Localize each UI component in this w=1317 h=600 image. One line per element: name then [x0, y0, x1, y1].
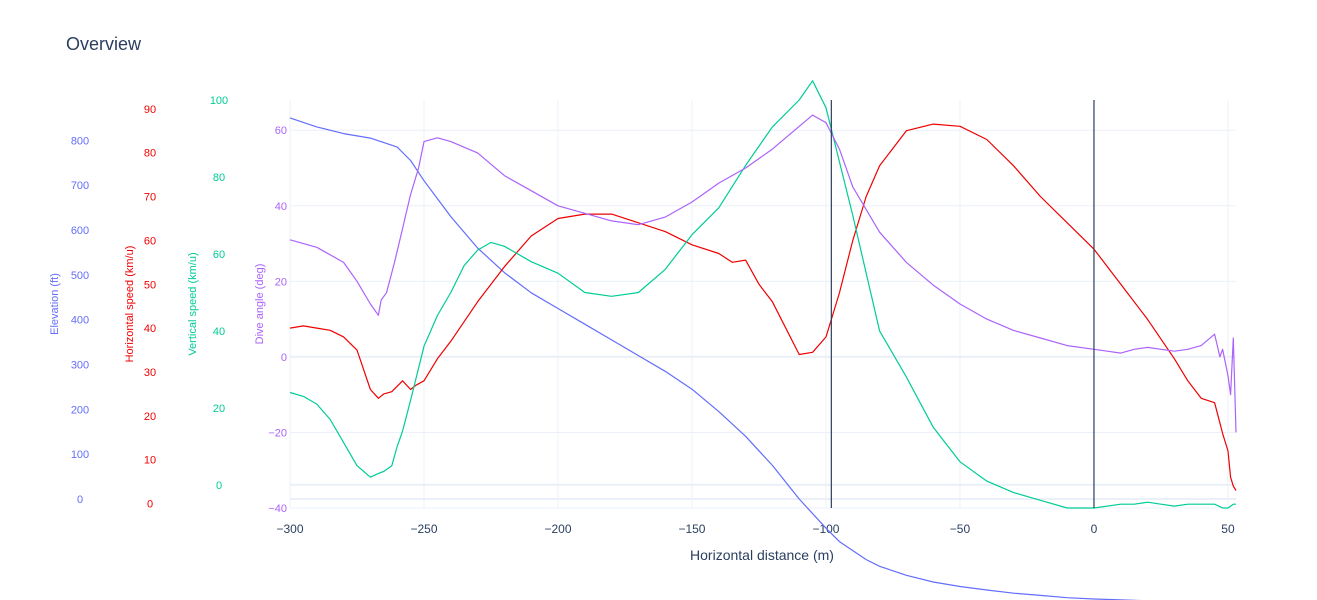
- x-tick-label: −150: [678, 522, 705, 536]
- vertical_speed-tick-label: 60: [213, 249, 225, 261]
- vertical-markers: [830, 100, 1095, 508]
- vertical_speed-tick-label: 40: [213, 326, 225, 338]
- vertical_speed-line: [289, 80, 1236, 509]
- dive_angle-tick-label: −40: [268, 503, 287, 515]
- elevation-tick-label: 800: [71, 135, 89, 147]
- elevation-tick-label: 500: [71, 270, 89, 282]
- x-tick-label: 0: [1091, 522, 1098, 536]
- dive_angle-axis-title: Dive angle (deg): [254, 264, 266, 345]
- vertical_speed-tick-label: 100: [210, 95, 228, 107]
- elevation-tick-label: 700: [71, 180, 89, 192]
- x-tick-label: −50: [950, 522, 971, 536]
- vertical_speed-tick-label: 0: [216, 480, 222, 492]
- elevation-line: [289, 117, 1142, 600]
- elevation-tick-label: 100: [71, 449, 89, 461]
- dive_angle-tick-label: 0: [281, 352, 287, 364]
- horizontal_speed-tick-label: 80: [144, 148, 156, 160]
- x-axis-title: Horizontal distance (m): [690, 547, 834, 563]
- horizontal_speed-tick-label: 50: [144, 279, 156, 291]
- vertical_speed-axis-title: Vertical speed (km/u): [187, 252, 199, 355]
- elevation-tick-label: 0: [77, 494, 83, 506]
- vertical_speed-tick-label: 20: [213, 403, 225, 415]
- horizontal_speed-axis-title: Horizontal speed (km/u): [124, 246, 136, 363]
- x-tick-label: 50: [1221, 522, 1235, 536]
- dive_angle-tick-label: 40: [275, 201, 287, 213]
- horizontal_speed-tick-label: 60: [144, 235, 156, 247]
- grid-lines: [289, 100, 1236, 509]
- elevation-axis-title: Elevation (ft): [49, 273, 61, 335]
- dive_angle-tick-label: −20: [268, 427, 287, 439]
- horizontal_speed-tick-label: 10: [144, 455, 156, 467]
- horizontal_speed-tick-label: 0: [147, 499, 153, 511]
- horizontal_speed-tick-label: 20: [144, 411, 156, 423]
- elevation-tick-label: 300: [71, 360, 89, 372]
- elevation-tick-label: 600: [71, 225, 89, 237]
- vertical_speed-tick-label: 80: [213, 172, 225, 184]
- chart-title: Overview: [66, 34, 142, 54]
- x-tick-label: −300: [276, 522, 303, 536]
- elevation-tick-label: 400: [71, 315, 89, 327]
- series-lines: [289, 80, 1237, 600]
- horizontal_speed-tick-label: 70: [144, 192, 156, 204]
- elevation-tick-label: 200: [71, 404, 89, 416]
- dive_angle-line: [289, 114, 1237, 433]
- horizontal_speed-line: [289, 123, 1237, 491]
- horizontal_speed-tick-label: 90: [144, 104, 156, 116]
- dive_angle-tick-label: 60: [275, 125, 287, 137]
- dive_angle-tick-label: 20: [275, 276, 287, 288]
- horizontal_speed-tick-label: 30: [144, 367, 156, 379]
- x-tick-label: −200: [544, 522, 571, 536]
- horizontal_speed-tick-label: 40: [144, 323, 156, 335]
- x-tick-label: −250: [410, 522, 437, 536]
- x-axis-ticks: −300 −250 −200 −150 −100 −50 0 50: [276, 522, 1234, 536]
